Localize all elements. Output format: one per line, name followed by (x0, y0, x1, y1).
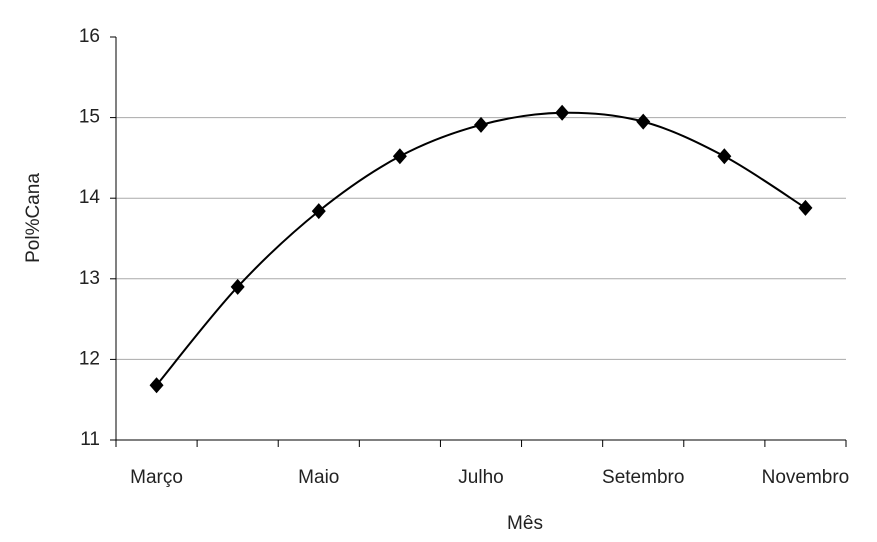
x-tick-label: Julho (458, 467, 503, 488)
y-tick-label: 14 (79, 187, 101, 208)
x-axis-label: Mês (507, 513, 543, 534)
line (155, 111, 806, 386)
x-tick-label: Maio (298, 467, 339, 488)
x-tick-label: Março (130, 467, 183, 488)
marker (230, 278, 245, 295)
marker (798, 199, 813, 216)
x-tick-label: Setembro (602, 467, 684, 488)
y-tick-label: 11 (80, 429, 100, 450)
marker (474, 116, 488, 133)
x-tick-label: Novembro (762, 467, 850, 488)
marker (717, 148, 732, 165)
marker (555, 104, 570, 121)
marker (392, 148, 407, 165)
y-tick-label: 16 (79, 26, 100, 47)
marker (636, 113, 651, 130)
marker (149, 377, 164, 394)
y-tick-label: 12 (79, 348, 100, 369)
y-tick-label: 13 (79, 268, 100, 289)
marker (311, 203, 326, 220)
y-axis-label: Pol%Cana (23, 173, 44, 263)
y-tick-label: 15 (79, 107, 100, 128)
